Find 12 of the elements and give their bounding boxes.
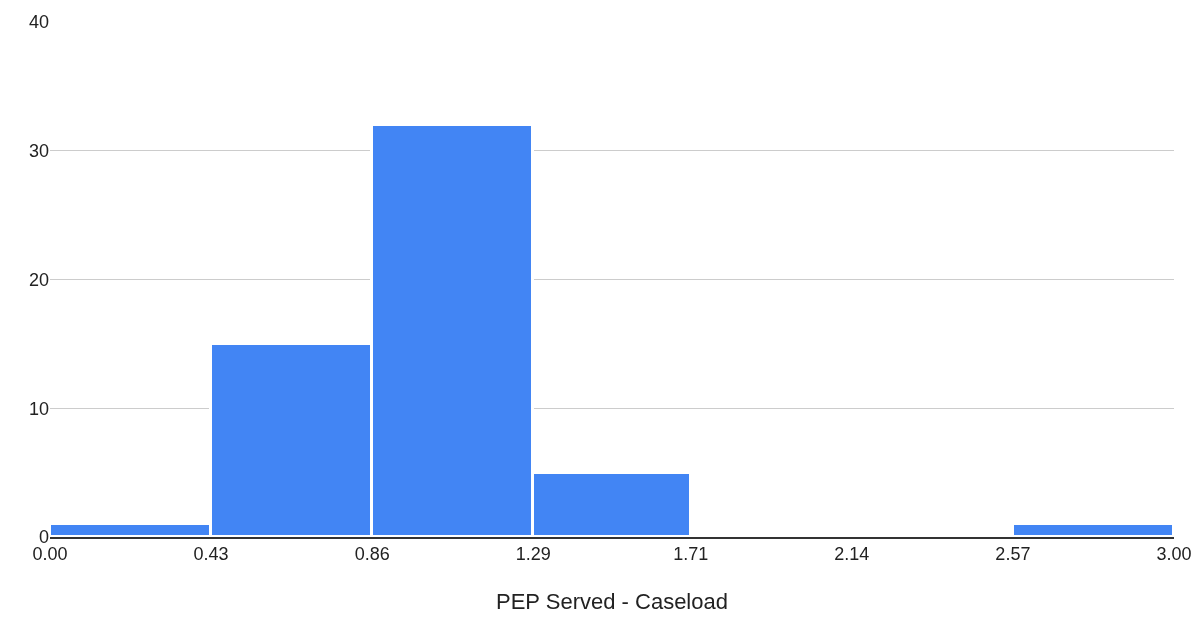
y-tick-label: 30 <box>28 141 49 162</box>
x-tick-label: 2.14 <box>834 544 870 565</box>
x-tick-label: 1.71 <box>673 544 709 565</box>
x-tick-label: 0.43 <box>193 544 229 565</box>
x-tick-label: 3.00 <box>1156 544 1192 565</box>
y-tick-label: 40 <box>28 12 49 33</box>
x-tick-label: 1.29 <box>515 544 551 565</box>
y-tick-label: 20 <box>28 269 49 290</box>
y-tick-label: 10 <box>28 398 49 419</box>
x-tick-label: 2.57 <box>995 544 1031 565</box>
x-axis-title: PEP Served - Caseload <box>496 588 728 614</box>
x-tick-label: 0.86 <box>354 544 390 565</box>
